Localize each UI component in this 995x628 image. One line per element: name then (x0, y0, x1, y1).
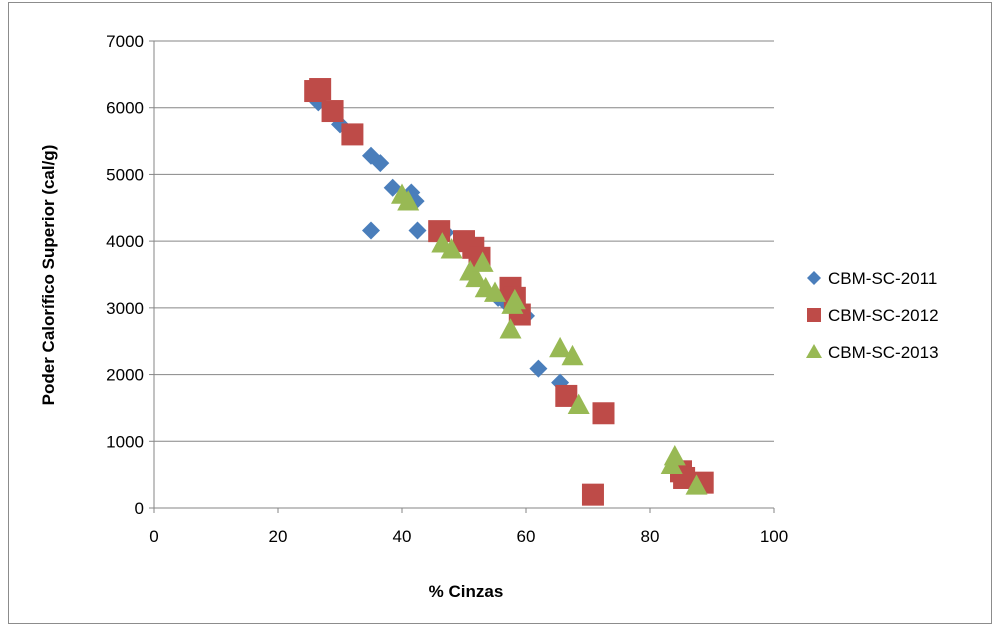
y-tick-label: 2000 (106, 366, 144, 385)
data-point (309, 78, 332, 101)
data-point (499, 318, 522, 339)
x-tick-label: 60 (517, 527, 536, 546)
series-CBM-SC-2013 (391, 183, 708, 495)
y-axis-title: Poder Calorífico Superior (cal/g) (39, 145, 58, 406)
data-point (341, 123, 364, 146)
data-point (561, 344, 584, 366)
legend-label: CBM-SC-2012 (828, 306, 939, 325)
y-tick-label: 4000 (106, 232, 144, 251)
data-point (549, 336, 572, 358)
data-point (581, 483, 604, 506)
x-tick-label: 40 (393, 527, 412, 546)
data-points (304, 78, 714, 506)
data-point (660, 453, 683, 474)
y-axis-ticks: 0 1000 2000 3000 4000 5000 6000 7000 (106, 32, 154, 518)
gridlines (154, 40, 774, 442)
legend: CBM-SC-2011 CBM-SC-2012 CBM-SC-2013 (806, 269, 939, 362)
data-point (465, 266, 488, 288)
data-point (321, 100, 344, 123)
y-tick-label: 7000 (106, 32, 144, 51)
data-point (471, 251, 494, 272)
x-tick-label: 80 (641, 527, 660, 546)
data-point (362, 221, 380, 240)
data-point (383, 178, 402, 197)
legend-label: CBM-SC-2011 (828, 269, 937, 288)
legend-item-CBM-SC-2012: CBM-SC-2012 (807, 306, 939, 325)
data-point (567, 393, 590, 414)
x-axis-ticks: 0 20 40 60 80 100 (149, 508, 788, 546)
legend-label: CBM-SC-2013 (828, 343, 939, 362)
chart-frame: 0 1000 2000 3000 4000 5000 6000 7000 0 20 40 60 80 1… (8, 2, 992, 624)
x-tick-label: 0 (149, 527, 158, 546)
data-point (592, 402, 615, 425)
data-point (685, 474, 708, 495)
x-tick-label: 100 (760, 527, 788, 546)
data-point (555, 384, 578, 407)
y-tick-label: 3000 (106, 299, 144, 318)
data-point (484, 281, 506, 302)
y-tick-label: 5000 (106, 165, 144, 184)
legend-marker-square (807, 308, 821, 322)
legend-item-CBM-SC-2011: CBM-SC-2011 (807, 269, 937, 288)
legend-marker-triangle (806, 344, 822, 358)
data-point (408, 221, 427, 240)
data-point (397, 190, 420, 211)
legend-item-CBM-SC-2013: CBM-SC-2013 (806, 343, 939, 362)
y-tick-label: 0 (135, 499, 144, 518)
legend-marker-diamond (807, 271, 821, 285)
y-tick-label: 6000 (106, 99, 144, 118)
x-tick-label: 20 (269, 527, 288, 546)
scatter-chart: 0 1000 2000 3000 4000 5000 6000 7000 0 20 40 60 80 1… (39, 32, 939, 601)
x-axis-title: % Cinzas (429, 582, 504, 601)
y-tick-label: 1000 (106, 432, 144, 451)
data-point (371, 154, 390, 173)
data-point (529, 359, 548, 378)
data-point (440, 238, 463, 259)
data-point (503, 288, 526, 310)
